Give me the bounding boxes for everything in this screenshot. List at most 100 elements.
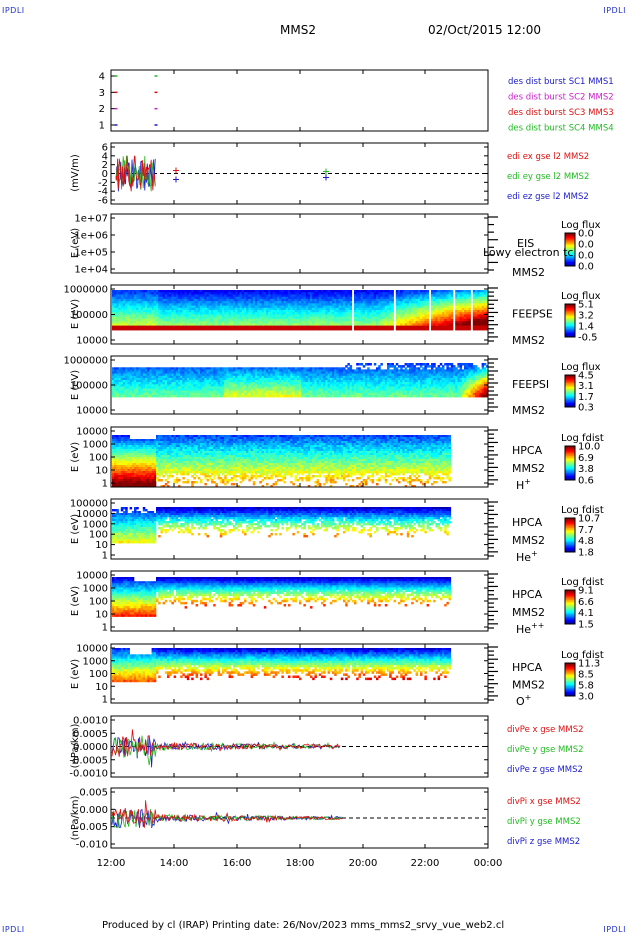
edi-ytick-label: 2 (102, 160, 108, 171)
hpca_he-side-label: HPCA (512, 516, 543, 529)
hpca_o-ytick-label: 1 (102, 695, 108, 706)
hpca_he-ytick-label: 10000 (76, 509, 108, 520)
eis-colorbar-tick: 0.0 (578, 240, 594, 251)
corner-label-bottom-left: IPDLI (2, 925, 25, 934)
divpi-ytick-label: 0.000 (79, 805, 108, 816)
eis-ytick-label: 1e+05 (74, 248, 108, 259)
eis-ytick-label: 1e+06 (74, 231, 108, 242)
hpca_hepp-species-label: He++ (516, 621, 544, 636)
xaxis-time-label: 00:00 (474, 858, 503, 869)
hpca_he-colorbar-tick: 10.7 (578, 514, 600, 525)
feepsi-colorbar-tick: 4.5 (578, 371, 594, 382)
xaxis-time-label: 20:00 (349, 858, 378, 869)
hpca_o-spectrogram (112, 648, 452, 683)
feepsi-spectrogram (112, 363, 489, 398)
feepse-ytick-label: 10000 (76, 336, 108, 347)
hpca_o-colorbar (564, 662, 576, 697)
hpca_he-colorbar-title: Log fdist (561, 505, 604, 516)
hpca_o-colorbar-tick: 3.0 (578, 692, 594, 703)
divpi-legend-entry: divPi x gse MMS2 (507, 797, 581, 807)
hpca_o-colorbar-tick: 5.8 (578, 681, 594, 692)
hpca_h-ytick-label: 1000 (83, 440, 108, 451)
hpca_hepp-colorbar-tick: 1.5 (578, 620, 594, 631)
eis-colorbar-title: Log flux (561, 220, 601, 231)
hpca_he-colorbar (564, 517, 576, 553)
hpca_h-colorbar-tick: 10.0 (578, 442, 600, 453)
hpca_o-side-label: MMS2 (512, 678, 545, 691)
edi-series-line (115, 155, 156, 192)
corner-label-top-left: IPDLI (2, 6, 25, 15)
hpca_hepp-side-label: HPCA (512, 588, 543, 601)
hpca_hepp-ytick-label: 10000 (76, 571, 108, 582)
feepse-right-axis (488, 287, 498, 342)
divpe-ytick-label: -0.0005 (69, 755, 108, 766)
edi-ytick-label: -6 (98, 196, 108, 207)
burst-legend-entry: des dist burst SC4 MMS4 (508, 124, 614, 134)
hpca_he-side-label: MMS2 (512, 534, 545, 547)
feepsi-colorbar (564, 374, 576, 408)
hpca_hepp-ytick-label: 100 (89, 597, 108, 608)
feepse-colorbar-tick: 5.1 (578, 300, 594, 311)
eis-colorbar-tick: 0.0 (578, 262, 594, 273)
corner-label-bottom-right: IPDLI (603, 925, 626, 934)
hpca_he-ytick-label: 100 (89, 530, 108, 541)
hpca_hepp-side-label: MMS2 (512, 606, 545, 619)
edi-legend-entry: edi ez gse l2 MMS2 (507, 192, 589, 202)
divpe-ylabel: (nPa/km) (70, 724, 81, 769)
feepsi-colorbar-tick: 0.3 (578, 403, 594, 414)
hpca_h-spectrogram (112, 435, 452, 488)
date-title: 02/Oct/2015 12:00 (428, 23, 542, 37)
hpca_h-ytick-label: 10 (95, 466, 108, 477)
divpe-legend-entry: divPe y gse MMS2 (507, 745, 584, 755)
hpca_h-colorbar-tick: 0.6 (578, 476, 594, 487)
hpca_hepp-colorbar-title: Log fdist (561, 577, 604, 588)
hpca_hepp-ytick-label: 10 (95, 610, 108, 621)
xaxis-time-label: 14:00 (160, 858, 189, 869)
hpca_he-ylabel: E (eV) (70, 514, 81, 544)
edi-ytick-label: -4 (98, 187, 108, 198)
hpca_o-ylabel: E (eV) (70, 659, 81, 689)
burst-frame (110, 69, 489, 132)
hpca_o-ytick-label: 10 (95, 682, 108, 693)
hpca_he-spectrogram (112, 507, 452, 544)
divpe-legend-entry: divPe x gse MMS2 (507, 725, 584, 735)
burst-legend-entry: des dist burst SC3 MMS3 (508, 108, 614, 118)
hpca_hepp-colorbar (564, 589, 576, 625)
feepsi-ytick-label: 100000 (70, 381, 108, 392)
hpca_he-colorbar-tick: 7.7 (578, 525, 594, 536)
hpca_h-colorbar-title: Log fdist (561, 433, 604, 444)
hpca_h-ytick-label: 100 (89, 453, 108, 464)
feepse-side-label: MMS2 (512, 334, 545, 347)
divpe-series-line (111, 729, 341, 757)
feepsi-colorbar-tick: 3.1 (578, 381, 594, 392)
eis-ylabel: E (eV) (70, 228, 81, 258)
eis-ytick-label: 1e+07 (74, 214, 108, 225)
feepse-ylabel: E (eV) (70, 299, 81, 329)
hpca_he-colorbar-tick: 4.8 (578, 536, 594, 547)
hpca_he-ytick-label: 1 (102, 551, 108, 562)
feepse-ytick-label: 100000 (70, 310, 108, 321)
hpca_h-side-label: HPCA (512, 444, 543, 457)
hpca_hepp-spectrogram (112, 577, 452, 617)
divpe-ytick-label: 0.0005 (73, 729, 108, 740)
eis-colorbar-tick: 0.0 (578, 229, 594, 240)
divpe-ytick-label: 0.0010 (73, 716, 108, 727)
edi-ytick-label: -2 (98, 178, 108, 189)
hpca_h-species-label: H+ (516, 477, 531, 492)
burst-ytick-label: 1 (99, 121, 105, 132)
hpca_o-ytick-label: 100 (89, 669, 108, 680)
hpca_he-ytick-label: 1000 (83, 519, 108, 530)
feepsi-right-axis (488, 358, 498, 412)
hpca_he-colorbar-tick: 1.8 (578, 548, 594, 559)
feepse-colorbar-tick: -0.5 (578, 333, 598, 344)
hpca_h-right-axis (488, 429, 498, 485)
divpi-ytick-label: -0.005 (76, 822, 108, 833)
feepse-colorbar-tick: 1.4 (578, 322, 594, 333)
feepse-side-label: FEEPSE (512, 307, 553, 320)
divpi-ylabel: (nPa/km) (70, 796, 81, 841)
hpca_hepp-ytick-label: 1000 (83, 584, 108, 595)
hpca_o-right-axis (488, 646, 498, 701)
hpca_o-colorbar-tick: 11.3 (578, 659, 600, 670)
feepsi-ytick-label: 1000000 (63, 356, 108, 367)
hpca_hepp-colorbar-tick: 6.6 (578, 597, 594, 608)
